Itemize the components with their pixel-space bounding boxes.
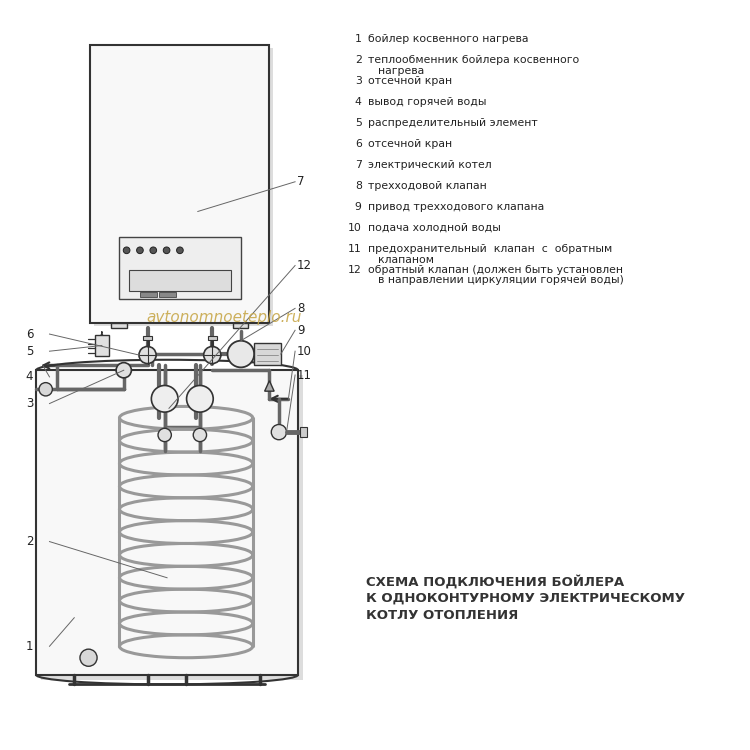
Text: 5: 5: [26, 345, 33, 358]
Circle shape: [164, 247, 170, 254]
Bar: [300, 427, 307, 436]
Text: в направлении циркуляции горячей воды): в направлении циркуляции горячей воды): [378, 275, 624, 286]
Text: 12: 12: [348, 265, 361, 274]
Circle shape: [176, 247, 183, 254]
Text: отсечной кран: отсечной кран: [368, 139, 452, 149]
Text: КОТЛУ ОТОПЛЕНИЯ: КОТЛУ ОТОПЛЕНИЯ: [367, 609, 519, 622]
Bar: [111, 322, 127, 328]
Text: 9: 9: [297, 324, 304, 337]
Text: 7: 7: [297, 176, 304, 188]
Bar: [159, 292, 176, 297]
Circle shape: [272, 424, 286, 439]
Text: вывод горячей воды: вывод горячей воды: [368, 97, 487, 107]
Text: 8: 8: [297, 302, 304, 315]
Text: 2: 2: [355, 56, 362, 65]
Text: СХЕМА ПОДКЛЮЧЕНИЯ БОЙЛЕРА: СХЕМА ПОДКЛЮЧЕНИЯ БОЙЛЕРА: [367, 575, 625, 589]
Bar: [140, 292, 157, 297]
Circle shape: [123, 247, 130, 254]
Bar: [36, 370, 298, 675]
Circle shape: [227, 340, 254, 368]
Text: бойлер косвенного нагрева: бойлер косвенного нагрева: [368, 34, 529, 44]
Bar: [95, 335, 109, 356]
Text: 5: 5: [355, 118, 362, 128]
Text: 3: 3: [355, 76, 362, 86]
Text: распределительный элемент: распределительный элемент: [368, 118, 538, 128]
Circle shape: [187, 386, 213, 412]
Text: 11: 11: [297, 368, 312, 382]
Text: 6: 6: [26, 328, 33, 340]
Bar: [94, 49, 273, 326]
Text: К ОДНОКОНТУРНОМУ ЭЛЕКТРИЧЕСКОМУ: К ОДНОКОНТУРНОМУ ЭЛЕКТРИЧЕСКОМУ: [367, 592, 686, 605]
Circle shape: [158, 428, 171, 442]
Bar: [233, 322, 248, 328]
Circle shape: [39, 382, 53, 396]
Text: электрический котел: электрический котел: [368, 160, 492, 170]
Circle shape: [136, 247, 143, 254]
Text: 4: 4: [355, 97, 362, 107]
Text: 12: 12: [297, 259, 312, 272]
Bar: [128, 270, 231, 291]
Text: теплообменник бойлера косвенного: теплообменник бойлера косвенного: [368, 56, 580, 65]
Text: 2: 2: [26, 535, 33, 548]
Circle shape: [116, 363, 131, 378]
Text: avtonomnoeteplo.ru: avtonomnoeteplo.ru: [146, 310, 302, 326]
Bar: [91, 45, 269, 322]
Bar: [119, 237, 241, 298]
Circle shape: [204, 346, 220, 364]
Text: 10: 10: [348, 223, 361, 232]
Text: предохранительный  клапан  с  обратным: предохранительный клапан с обратным: [368, 244, 613, 254]
Text: 1: 1: [26, 640, 33, 652]
Circle shape: [194, 428, 206, 442]
Circle shape: [150, 247, 157, 254]
Circle shape: [80, 650, 97, 666]
Bar: [208, 336, 217, 340]
Text: обратный клапан (должен быть установлен: обратный клапан (должен быть установлен: [368, 265, 623, 274]
Text: 9: 9: [355, 202, 362, 211]
Text: нагрева: нагрева: [378, 66, 424, 76]
Bar: [254, 343, 280, 365]
Text: трехходовой клапан: трехходовой клапан: [368, 181, 488, 190]
Text: 8: 8: [355, 181, 362, 190]
Text: отсечной кран: отсечной кран: [368, 76, 452, 86]
Circle shape: [139, 346, 156, 364]
Circle shape: [152, 386, 178, 412]
Bar: [142, 336, 152, 340]
Text: 3: 3: [26, 397, 33, 410]
Text: клапаном: клапаном: [378, 254, 434, 265]
Text: привод трехходового клапана: привод трехходового клапана: [368, 202, 544, 211]
Bar: [41, 375, 303, 680]
Text: 1: 1: [355, 34, 362, 44]
Text: 7: 7: [355, 160, 362, 170]
Text: 6: 6: [355, 139, 362, 149]
Text: 4: 4: [26, 370, 33, 383]
Text: 10: 10: [297, 345, 312, 358]
Text: 11: 11: [348, 244, 361, 254]
Polygon shape: [265, 381, 274, 392]
Text: подача холодной воды: подача холодной воды: [368, 223, 501, 232]
